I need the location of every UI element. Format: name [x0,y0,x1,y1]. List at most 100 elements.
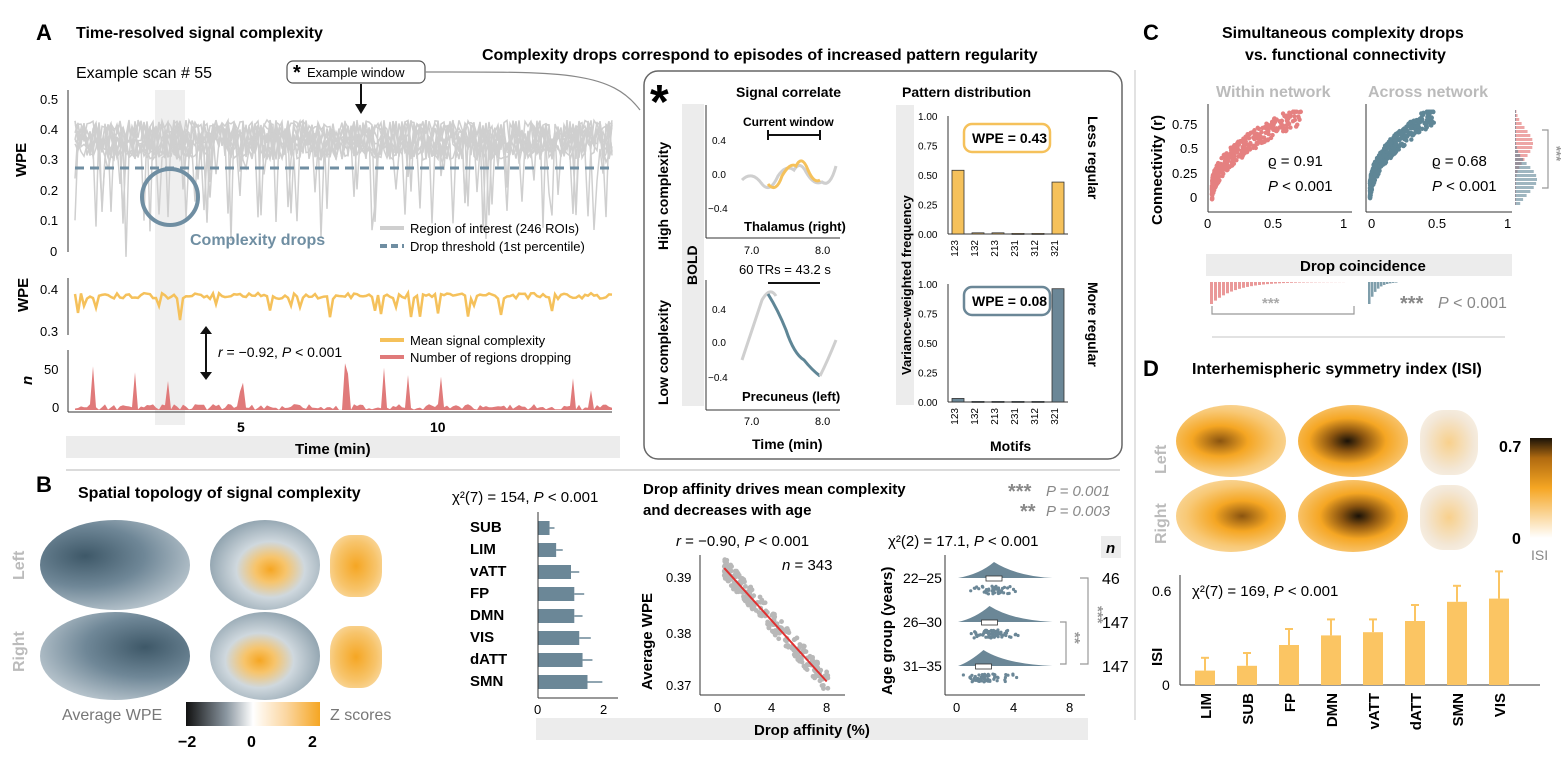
pattern-title: Pattern distribution [902,84,1031,100]
side-hist-bar-within [1515,122,1522,125]
freq-ytick: 0.00 [918,398,938,409]
motif-label: 213 [990,240,1001,257]
c-ytick-05: 0.5 [1180,141,1198,156]
scatter-r: r [676,533,682,550]
scatter-xtick-8: 8 [823,700,830,715]
rho-across: ϱ = 0.68 [1432,153,1487,170]
side-hist-bar-across [1515,142,1516,145]
connectivity-point [1243,134,1248,139]
age-point [1004,633,1008,638]
connectivity-point [1231,155,1237,160]
top-ytick-01: 0.1 [40,213,58,228]
side-hist-bar-across [1515,122,1516,125]
side-hist-bar-across [1515,178,1537,181]
motif-label: 213 [990,408,1001,425]
isi-category-label: dATT [1408,693,1425,730]
freq-ytick: 0.25 [918,201,938,212]
connectivity-point [1390,150,1395,155]
sig2-text: P = 0.003 [1046,503,1111,520]
connectivity-point [1385,145,1391,150]
freq-ytick: 0.00 [918,230,938,241]
scatter-ytick-038: 0.38 [666,626,691,641]
age-group-label: 26–30 [903,614,942,630]
connectivity-point [1282,126,1287,132]
c-ytick-025: 0.25 [1172,166,1197,181]
connectivity-point [1214,164,1220,170]
bottom-hist-bar-across [1368,282,1371,304]
freq-ylabel: Variance-weighted frequency [899,194,914,375]
age-point [999,632,1003,637]
side-hist-bar-across [1515,182,1537,185]
age-chi-p: P [974,533,984,550]
panel-letter-c: C [1143,20,1159,45]
d-title: Interhemispheric symmetry index (ISI) [1192,361,1482,378]
legend-threshold: Drop threshold (1st percentile) [410,239,585,254]
connectivity-point [1282,113,1287,119]
d-colorbar [1530,438,1552,538]
freq-ytick: 1.00 [918,112,938,123]
pattern-bar [951,169,965,235]
connectivity-point [1409,137,1414,142]
d-ylabel: ISI [1149,648,1166,666]
bottom-hist-bar-within [1294,282,1297,283]
freq-ytick: 0.75 [918,310,938,321]
age-xtick-4: 4 [1010,700,1017,715]
example-window-label: Example window [307,65,405,80]
age-point [999,589,1004,593]
bold-label: BOLD [684,245,700,285]
age-point [970,680,974,684]
age-point [994,586,998,591]
age-point [975,585,979,589]
side-hist-bar-within [1515,146,1533,149]
connectivity-point [1292,113,1297,119]
top-ytick-05: 0.5 [40,92,58,107]
b-chi-pval: < 0.001 [544,489,599,506]
connectivity-point [1248,140,1253,146]
age-boxplot [981,619,998,626]
connectivity-point [1398,132,1404,137]
bottom-hist-bar-within [1222,282,1225,296]
b-cbar-tick-2: 2 [308,734,317,751]
sig-low-ytick-04: 0.4 [712,305,726,316]
connectivity-point [1250,143,1256,148]
d-cbar-max: 0.7 [1499,439,1521,456]
scatter-ytick-039: 0.39 [666,570,691,585]
connectivity-point [1255,125,1260,131]
affinity-point [741,577,747,582]
within-scatter [1209,109,1303,202]
age-point [1003,679,1007,684]
connectivity-point [1368,189,1374,194]
across-xtick-05: 0.5 [1428,216,1446,231]
side-hist-bar-across [1515,118,1516,121]
age-bracket-outer-sig: *** [1089,606,1106,624]
age-point [1003,675,1008,680]
p-within-symbol: P [1268,178,1278,195]
bottom-hist-bar-within [1226,282,1229,294]
wpe-high-box [962,122,1052,154]
side-hist-bar-across [1515,154,1521,157]
connectivity-point [1239,148,1244,153]
connectivity-point [1424,125,1429,130]
age-point [995,679,999,683]
age-ylabel: Age group (years) [879,567,896,695]
age-point [996,635,1000,639]
connectivity-point [1222,158,1228,164]
bold-band [682,104,704,406]
within-xtick-05: 0.5 [1264,216,1282,231]
low-complexity-label: Low complexity [655,300,671,405]
affinity-point [742,598,748,604]
drop-affinity-xlabel: Drop affinity (%) [754,722,870,739]
affinity-point [736,586,742,592]
connectivity-point [1416,119,1422,124]
affinity-title-1: Drop affinity drives mean complexity [643,481,906,498]
bottom-hist-bar-across [1383,282,1386,285]
age-point [972,636,976,640]
age-point [988,678,992,682]
side-hist-bar-across [1515,158,1524,161]
connectivity-point [1220,167,1225,173]
n-header-band [1101,536,1121,558]
scatter-n: n = 343 [782,557,832,574]
network-xtick: 0 [534,702,541,717]
affinity-point [769,612,775,618]
